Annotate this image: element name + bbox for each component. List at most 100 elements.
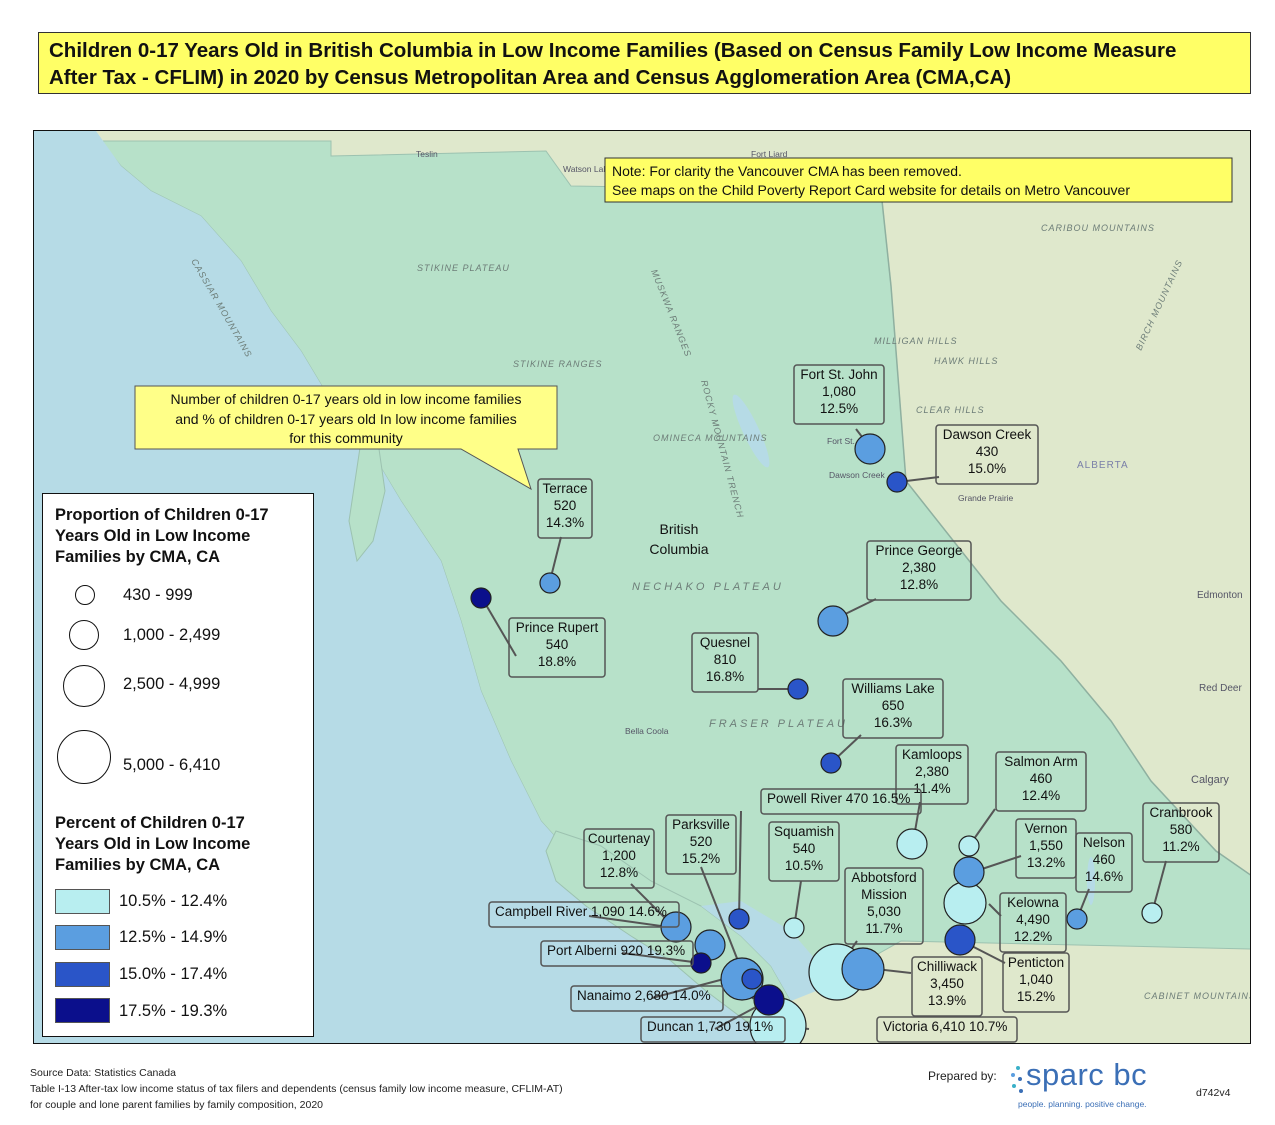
community-label: Abbotsford Mission 5,030 11.7% <box>844 867 924 945</box>
legend-pct-title-line-2: Years Old in Low Income <box>55 835 251 853</box>
legend-pct-label: 17.5% - 19.3% <box>119 1002 228 1020</box>
community-symbol[interactable] <box>539 572 561 594</box>
community-label-text: Salmon Arm <box>1004 754 1078 769</box>
community-symbol[interactable] <box>886 471 908 493</box>
place-label: Fort St. John <box>827 436 876 446</box>
community-label-text: 14.3% <box>546 515 584 530</box>
community-label-text: Cranbrook <box>1149 805 1212 820</box>
legend-size-title-line-2: Years Old in Low Income <box>55 527 251 545</box>
community-label: Penticton 1,040 15.2% <box>1002 952 1070 1013</box>
feature-label: STIKINE PLATEAU <box>417 263 510 273</box>
community-label: Kamloops 2,380 11.4% <box>895 744 969 805</box>
community-label-box <box>911 956 983 1017</box>
community-label: Chilliwack 3,450 13.9% <box>911 956 983 1017</box>
community-label-text: 5,030 <box>867 904 901 919</box>
explanation-callout: Number of children 0-17 years old in low… <box>134 385 558 491</box>
community-symbol[interactable] <box>690 952 712 974</box>
community-label: Salmon Arm 460 12.4% <box>995 751 1087 812</box>
logo-wordmark: sparc bc <box>1026 1057 1148 1092</box>
province-label-line-1: British <box>660 521 699 537</box>
community-label: Terrace 520 14.3% <box>537 478 593 539</box>
map-title-line-1: Children 0-17 Years Old in British Colum… <box>49 39 1177 62</box>
place-label: Edmonton <box>1197 590 1243 601</box>
community-label-box <box>537 478 593 539</box>
community-label: Prince George 2,380 12.8% <box>866 540 972 601</box>
feature-label: MILLIGAN HILLS <box>874 336 958 346</box>
community-symbol[interactable] <box>1141 902 1163 924</box>
place-label: Bella Coola <box>625 726 669 736</box>
community-label-text: Nelson <box>1083 835 1125 850</box>
community-label-text: 12.8% <box>900 577 938 592</box>
community-label: Victoria 6,410 10.7% <box>876 1016 1018 1043</box>
feature-label: OMINECA MOUNTAINS <box>653 433 768 443</box>
source-line-1: Source Data: Statistics Canada <box>30 1067 176 1079</box>
community-symbol[interactable] <box>753 984 785 1016</box>
community-label-text: Vernon <box>1025 821 1068 836</box>
community-symbol[interactable] <box>787 678 809 700</box>
community-label-text: Port Alberni 920 19.3% <box>547 943 685 958</box>
community-label-text: Quesnel <box>700 635 750 650</box>
community-label-text: 1,550 <box>1029 838 1063 853</box>
community-symbol[interactable] <box>841 947 885 991</box>
place-label: Watson Lake <box>563 164 613 174</box>
source-note: Source Data: Statistics Canada Table I-1… <box>30 1065 563 1113</box>
community-symbol[interactable] <box>728 908 750 930</box>
place-label: Calgary <box>1191 774 1229 786</box>
community-symbol[interactable] <box>953 856 985 888</box>
legend-size-title-line-1: Proportion of Children 0-17 <box>55 506 269 524</box>
community-label: Cranbrook 580 11.2% <box>1142 802 1220 863</box>
community-symbol[interactable] <box>944 924 976 956</box>
community-symbol[interactable] <box>854 433 886 465</box>
community-label-text: 12.4% <box>1022 788 1060 803</box>
community-label-text: 11.2% <box>1162 839 1199 854</box>
community-label: Port Alberni 920 19.3% <box>540 940 694 967</box>
community-label-box <box>895 744 969 805</box>
legend-size-symbol-large <box>63 665 105 707</box>
community-label: Duncan 1,730 19.1% <box>640 1016 786 1043</box>
svg-text:Note: For clarity the Vancouve: Note: For clarity the Vancouver CMA has … <box>612 163 962 179</box>
community-label-text: 12.8% <box>600 865 638 880</box>
bc-alberta-border <box>880 190 1250 876</box>
province-label-line-2: Columbia <box>649 541 708 557</box>
community-label-text: 12.2% <box>1014 929 1052 944</box>
community-label: Fort St. John 1,080 12.5% <box>793 364 885 425</box>
legend-size-symbol-small <box>75 585 95 605</box>
community-labels: Fort St. John 1,080 12.5% Dawson Creek 430 15… <box>488 364 1220 1043</box>
feature-label: FRASER PLATEAU <box>709 718 848 730</box>
community-label: Kelowna 4,490 12.2% <box>999 892 1067 953</box>
community-label-text: 540 <box>793 841 816 856</box>
community-label-text: 430 <box>976 444 999 459</box>
community-label-box <box>691 632 759 693</box>
community-label-text: Kelowna <box>1007 895 1059 910</box>
community-symbol[interactable] <box>820 752 842 774</box>
community-symbol[interactable] <box>741 968 763 990</box>
community-label-text: 810 <box>714 652 737 667</box>
source-line-3: for couple and lone parent families by f… <box>30 1099 323 1111</box>
community-label-text: 11.7% <box>865 921 902 936</box>
community-label-text: 18.8% <box>538 654 576 669</box>
community-symbol[interactable] <box>958 835 980 857</box>
community-label-box <box>760 788 922 815</box>
legend-swatch-class-3 <box>55 962 110 987</box>
community-label-text: Courtenay <box>588 831 651 846</box>
community-label: Nanaimo 2,680 14.0% <box>570 985 724 1012</box>
community-label-text: Dawson Creek <box>943 427 1032 442</box>
community-symbol[interactable] <box>1066 908 1088 930</box>
community-label: Quesnel 810 16.8% <box>691 632 759 693</box>
place-label: Grande Prairie <box>958 493 1014 503</box>
williston-lake <box>732 394 770 468</box>
community-label: Nelson 460 14.6% <box>1075 832 1133 893</box>
community-symbol[interactable] <box>896 828 928 860</box>
kootenay-lake <box>1087 857 1095 905</box>
community-label-text: 16.3% <box>874 715 912 730</box>
community-symbol[interactable] <box>470 587 492 609</box>
community-symbol[interactable] <box>783 917 805 939</box>
community-label-box <box>842 678 944 739</box>
legend-size-title-line-3: Families by CMA, CA <box>55 548 221 566</box>
community-label: Squamish 540 10.5% <box>768 821 840 882</box>
svg-text:for this community: for this community <box>289 430 403 446</box>
community-symbol[interactable] <box>943 881 987 925</box>
community-symbol[interactable] <box>817 605 849 637</box>
legend-size-label: 430 - 999 <box>123 586 193 604</box>
community-label-text: Fort St. John <box>800 367 877 382</box>
